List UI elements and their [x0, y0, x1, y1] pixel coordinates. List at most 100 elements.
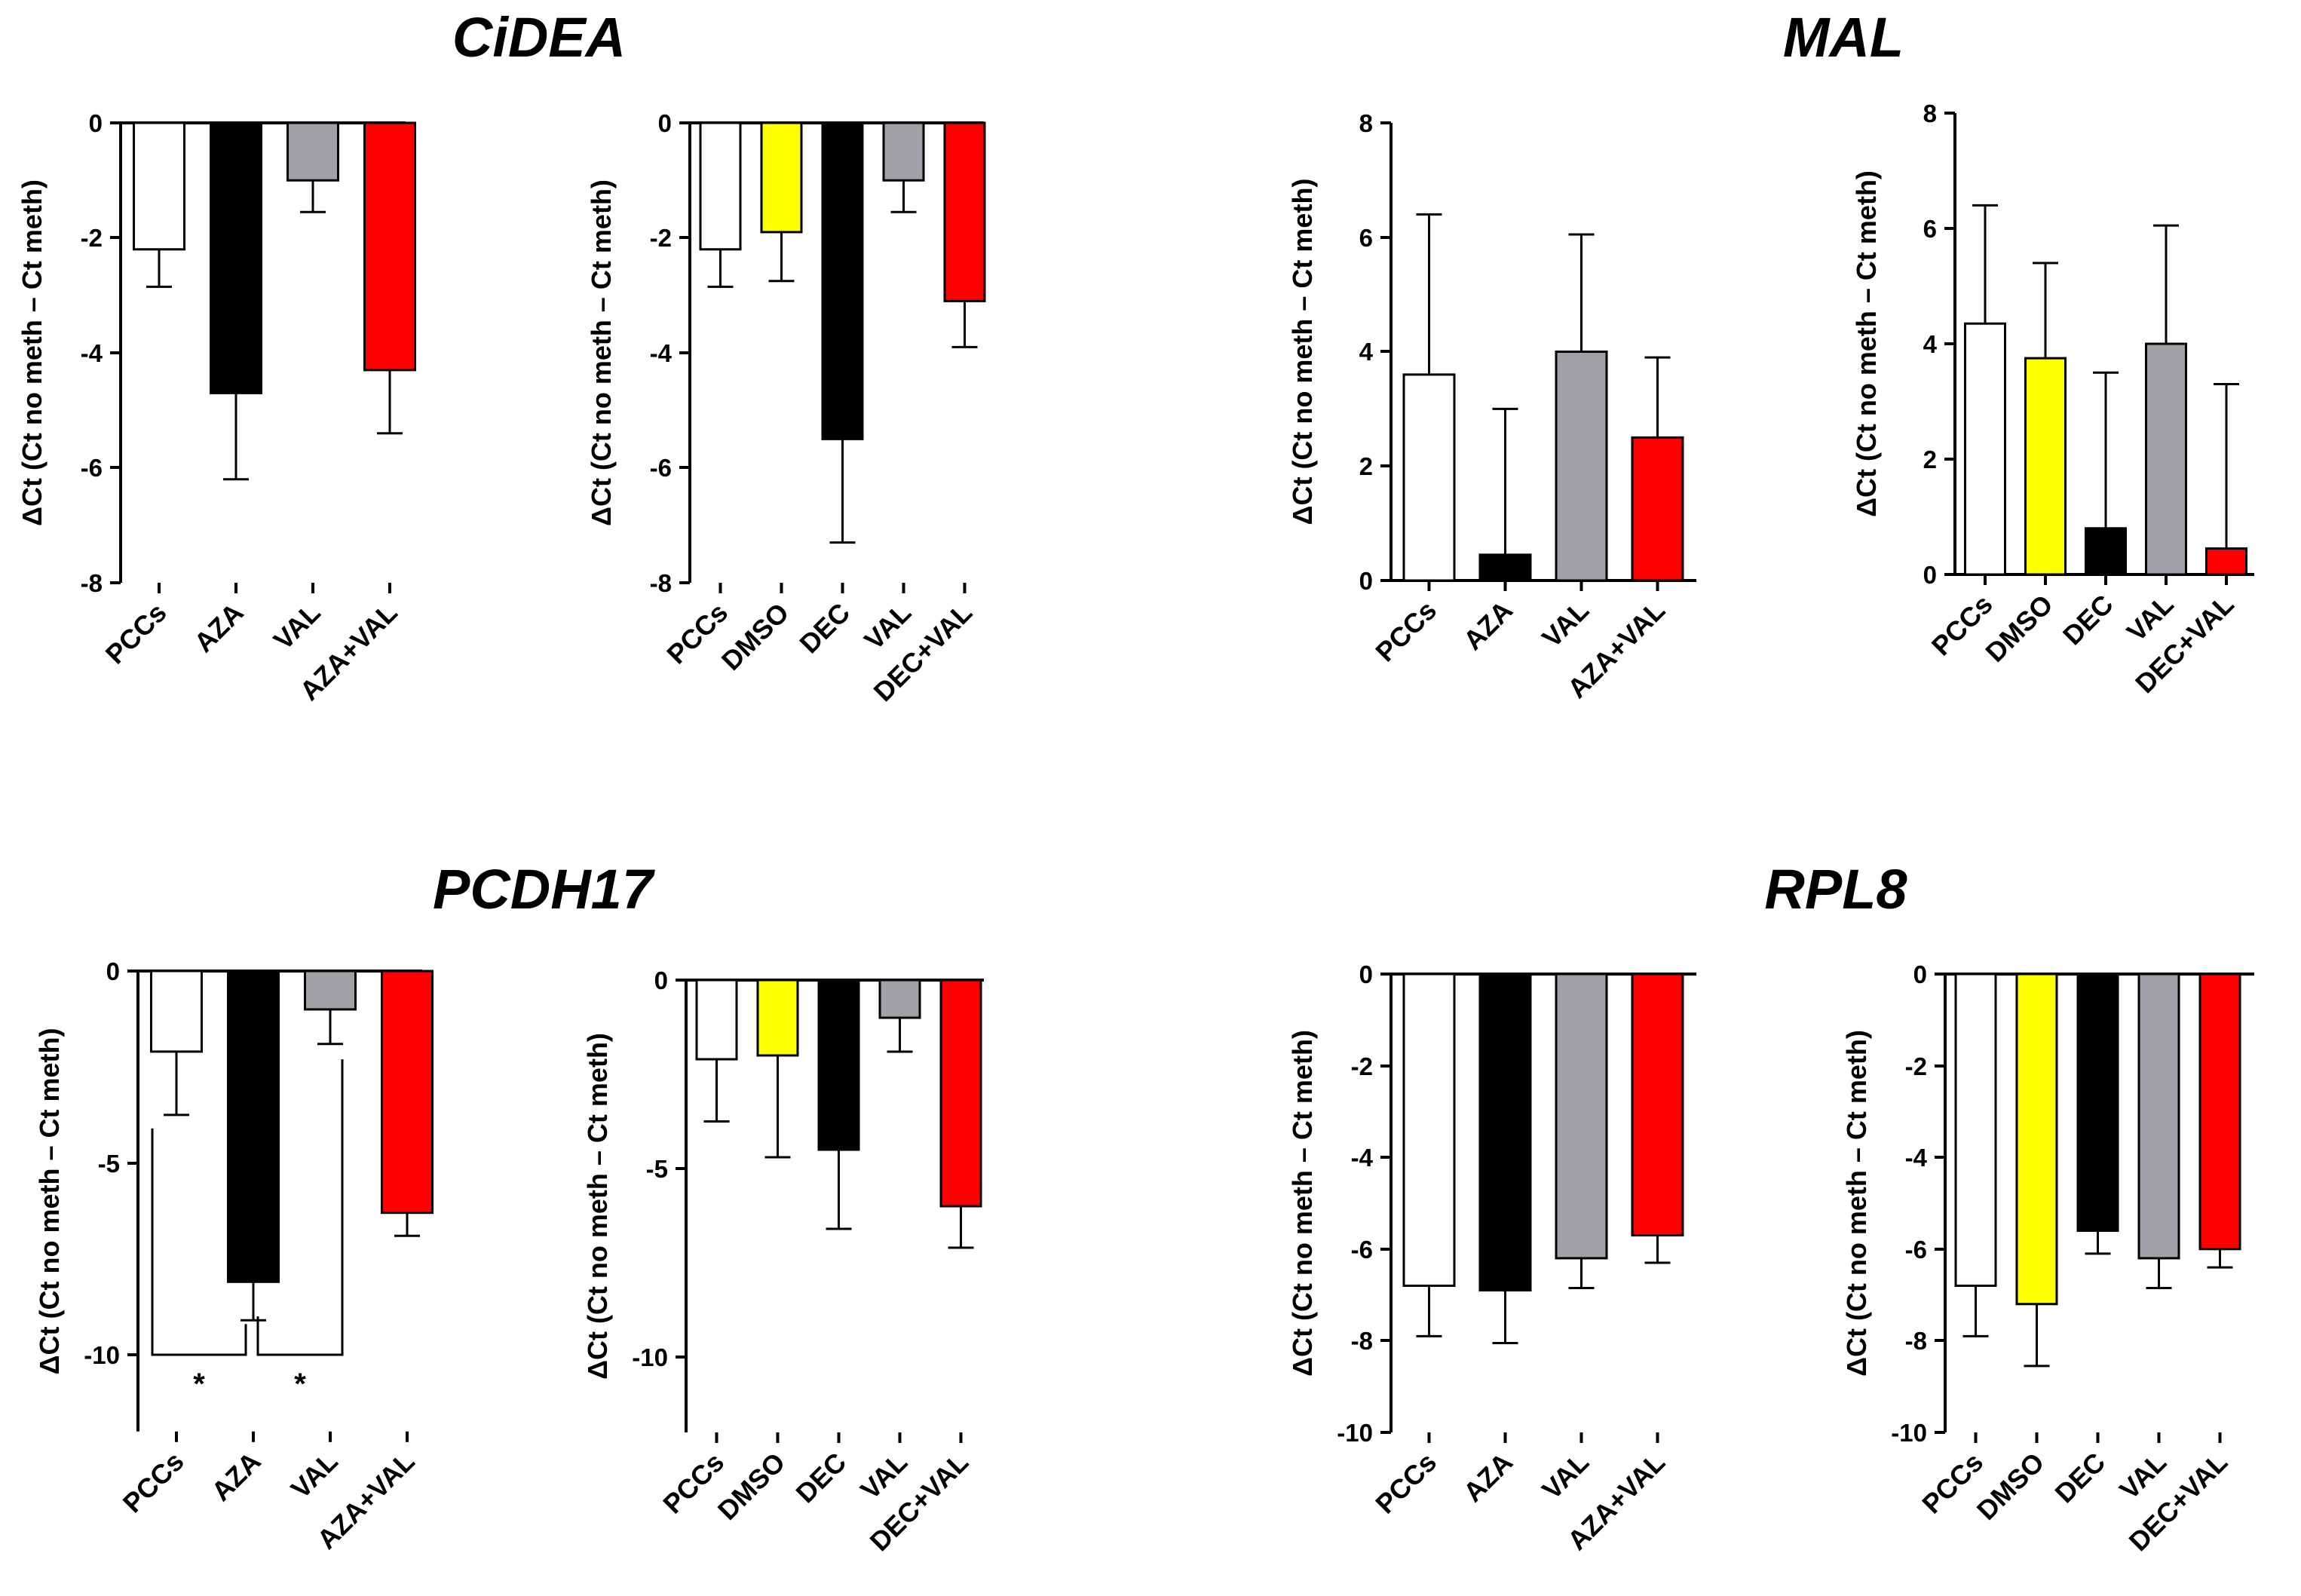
y-tick-label: -2	[1351, 1052, 1373, 1080]
bar-aza	[227, 970, 280, 1283]
x-tick-label-aza: AZA	[188, 597, 249, 658]
bar-pccs	[1954, 973, 1997, 1287]
y-tick-label: 0	[89, 109, 103, 137]
bar-pccs	[150, 970, 203, 1053]
y-tick-label: 0	[658, 109, 672, 137]
y-axis-label: ΔCt (Ct no meth – Ct meth)	[17, 179, 47, 526]
bar-aza-plus-val	[381, 970, 434, 1215]
bar-aza-plus-val	[1631, 973, 1684, 1237]
x-tick-label-aza: AZA	[1457, 1447, 1518, 1508]
y-tick-label: -2	[650, 224, 672, 252]
bar-pccs	[1402, 373, 1456, 582]
y-tick-label: -4	[1351, 1144, 1374, 1172]
y-axis-label: ΔCt (Ct no meth – Ct meth)	[1851, 170, 1882, 517]
significance-star: *	[294, 1368, 306, 1401]
y-tick-label: 2	[1923, 446, 1937, 473]
y-tick-label: -4	[1905, 1144, 1928, 1172]
y-tick-label: 0	[1923, 561, 1937, 589]
y-axis-label: ΔCt (Ct no meth – Ct meth)	[586, 179, 617, 526]
bar-aza-plus-val	[363, 121, 416, 372]
bar-dec-plus-val	[939, 979, 982, 1208]
y-axis-label: ΔCt (Ct no meth – Ct meth)	[1287, 1030, 1318, 1377]
y-tick-label: 0	[1359, 567, 1373, 595]
title-rpl8: RPL8	[1764, 858, 1907, 921]
bar-pccs	[695, 979, 738, 1061]
bar-pccs	[133, 121, 185, 251]
bar-pccs	[1402, 973, 1456, 1287]
bar-val	[2145, 342, 2187, 576]
y-tick-label: -6	[1905, 1236, 1927, 1264]
x-tick-label-dmso: DMSO	[1971, 1447, 2050, 1526]
x-tick-label-val: VAL	[268, 597, 326, 656]
y-tick-label: -4	[81, 339, 103, 367]
significance-bracket: *	[151, 1128, 247, 1401]
x-tick-label-dec: DEC	[789, 1447, 852, 1509]
y-tick-label: -10	[1337, 1419, 1373, 1447]
bar-aza-plus-val	[1631, 436, 1684, 582]
x-tick-label-aza: AZA	[205, 1445, 266, 1506]
y-tick-label: -10	[632, 1343, 668, 1371]
y-axis-label: ΔCt (Ct no meth – Ct meth)	[1287, 179, 1318, 525]
bar-val	[882, 121, 925, 182]
bar-dmso	[2024, 357, 2067, 576]
bar-dec	[817, 979, 860, 1151]
title-mal: MAL	[1783, 6, 1904, 69]
y-tick-label: 4	[1923, 330, 1938, 358]
y-tick-label: 0	[654, 966, 668, 994]
y-tick-label: -8	[650, 569, 672, 597]
bar-dec-plus-val	[2205, 547, 2247, 576]
bar-aza	[1478, 973, 1532, 1292]
x-tick-label-val: VAL	[285, 1445, 344, 1504]
y-tick-label: 8	[1359, 109, 1373, 137]
x-tick-label-dec: DEC	[2057, 589, 2119, 651]
y-tick-label: -8	[1905, 1327, 1927, 1355]
y-axis-label: ΔCt (Ct no meth – Ct meth)	[582, 1033, 613, 1380]
y-tick-label: -5	[98, 1150, 120, 1178]
bar-dmso	[756, 979, 799, 1057]
y-tick-label: -2	[1905, 1052, 1927, 1080]
title-cidea: CiDEA	[452, 6, 626, 69]
y-tick-label: -6	[650, 454, 672, 482]
x-tick-label-pccs: PCCs	[1369, 1447, 1442, 1520]
bar-val	[1555, 973, 1608, 1260]
y-tick-label: -6	[81, 454, 103, 482]
bar-pccs	[699, 121, 742, 251]
y-tick-label: -6	[1351, 1236, 1373, 1264]
y-tick-label: -8	[81, 569, 103, 597]
x-tick-label-pccs: PCCs	[117, 1445, 190, 1518]
bar-dec-plus-val	[943, 121, 986, 302]
y-tick-label: -10	[1891, 1419, 1927, 1447]
y-tick-label: 2	[1359, 452, 1373, 480]
y-tick-label: 8	[1923, 100, 1937, 127]
bar-dec	[821, 121, 864, 440]
bar-aza	[1478, 553, 1532, 582]
chart-mal-left: 8 6 4 2 0 ΔCt (Ct no meth – Ct meth) PCCs AZA VA…	[1287, 109, 1696, 704]
x-tick-label-dmso: DMSO	[712, 1447, 791, 1526]
y-tick-label: 6	[1359, 224, 1373, 252]
bar-val	[2137, 973, 2180, 1260]
y-tick-label: -2	[81, 224, 103, 252]
bar-val	[286, 121, 339, 182]
x-tick-label-pccs: PCCs	[100, 597, 173, 670]
chart-cidea-left: 0 -2 -4 -6 -8 ΔCt (Ct no meth – Ct meth) PCCs A…	[17, 109, 416, 706]
bar-dmso	[2015, 973, 2058, 1306]
y-tick-label: -8	[1351, 1327, 1373, 1355]
bar-val	[878, 979, 921, 1019]
title-pcdh17: PCDH17	[433, 858, 656, 921]
bar-dec-plus-val	[2198, 973, 2241, 1251]
bar-pccs	[1964, 322, 2006, 576]
significance-bracket: *	[256, 1059, 344, 1401]
chart-rpl8-left: 0 -2 -4 -6 -8 -10 ΔCt (Ct no meth – Ct meth) PC…	[1287, 960, 1696, 1556]
bar-val	[1555, 351, 1608, 582]
bar-dmso	[760, 121, 803, 234]
x-tick-label-dec: DEC	[793, 597, 856, 660]
x-tick-label-val: VAL	[1536, 595, 1595, 654]
y-tick-label: -5	[646, 1155, 668, 1183]
y-tick-label: 0	[1359, 960, 1373, 988]
